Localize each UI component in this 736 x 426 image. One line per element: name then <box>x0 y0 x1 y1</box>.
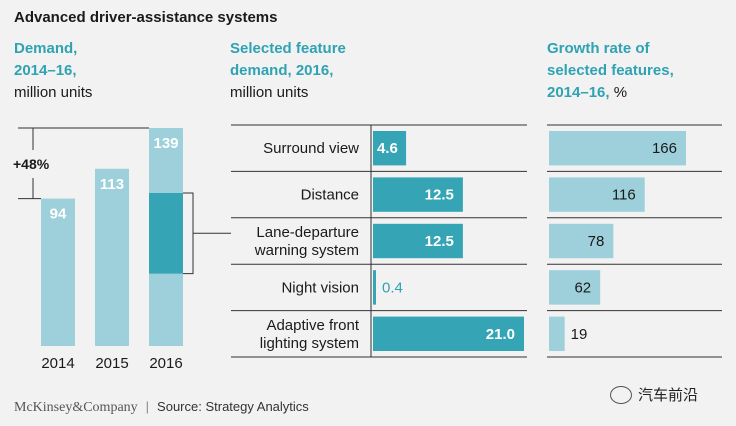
footer-separator: | <box>145 399 150 414</box>
highlight-bracket <box>183 192 194 275</box>
feature-bar-3 <box>373 223 463 259</box>
growth-bar-1 <box>549 131 686 166</box>
feature-value-label-1: 4.6 <box>377 140 398 157</box>
feature-header-title: Selected feature demand, 2016, <box>230 40 346 79</box>
demand-value-label-2014: 94 <box>50 206 67 223</box>
growth-bar-3 <box>549 223 614 259</box>
feature-value-label-5: 21.0 <box>486 326 515 343</box>
wechat-icon <box>610 385 632 404</box>
feature-label-5: lighting system <box>260 335 359 352</box>
footer: McKinsey&Company | Source: Strategy Analyt… <box>14 399 309 416</box>
feature-label-1: Surround view <box>263 140 359 157</box>
feature-value-label-2: 12.5 <box>425 187 454 204</box>
mckinsey-logo: McKinsey&Company <box>14 400 138 415</box>
feature-value-label-4: 0.4 <box>382 279 403 296</box>
feature-label-3: warning system <box>254 242 359 259</box>
watermark: 汽车前沿 <box>610 384 698 405</box>
feature-value-label-3: 12.5 <box>425 233 454 250</box>
growth-bar-2 <box>549 177 645 212</box>
feature-label-5: Adaptive front <box>266 317 359 334</box>
demand-value-label-2016: 139 <box>153 135 178 152</box>
growth-value-label-2: 116 <box>612 187 636 204</box>
growth-header: Growth rate of selected features, 2014–16,… <box>547 38 674 104</box>
feature-bar-1 <box>373 131 407 166</box>
feature-label-3: Lane-departure <box>256 224 359 241</box>
feature-header-unit: million units <box>230 84 309 101</box>
growth-value-label-3: 78 <box>588 233 605 250</box>
demand-header: Demand, 2014–16, million units <box>14 38 92 104</box>
year-label-2014: 2014 <box>41 355 74 372</box>
demand-value-label-2015: 113 <box>100 176 124 193</box>
growth-value-label-1: 166 <box>652 140 677 157</box>
watermark-text: 汽车前沿 <box>638 387 699 404</box>
growth-annotation: +48% <box>13 156 50 172</box>
growth-bar-5 <box>549 316 565 351</box>
growth-header-title: Growth rate of selected features, 2014–16, <box>547 40 674 101</box>
feature-bar-2 <box>373 177 463 212</box>
year-label-2015: 2015 <box>95 355 128 372</box>
demand-bar-2016-highlight <box>149 193 183 274</box>
feature-bar-5 <box>373 316 524 351</box>
growth-bar-4 <box>549 270 601 305</box>
source-text: Source: Strategy Analytics <box>157 399 309 414</box>
feature-label-2: Distance <box>301 187 359 204</box>
growth-value-label-5: 19 <box>571 326 588 343</box>
year-label-2016: 2016 <box>149 355 182 372</box>
feature-header: Selected feature demand, 2016, million un… <box>230 38 346 104</box>
feature-bar-4 <box>373 270 376 305</box>
growth-header-unit: % <box>609 84 628 101</box>
demand-bar-2015 <box>95 168 129 346</box>
demand-header-unit: million units <box>14 84 93 101</box>
demand-bar-2014 <box>41 198 75 346</box>
chart-title: Advanced driver-assistance systems <box>14 9 278 26</box>
growth-value-label-4: 62 <box>574 279 591 296</box>
demand-header-title: Demand, 2014–16, <box>14 40 78 79</box>
feature-label-4: Night vision <box>281 279 359 296</box>
